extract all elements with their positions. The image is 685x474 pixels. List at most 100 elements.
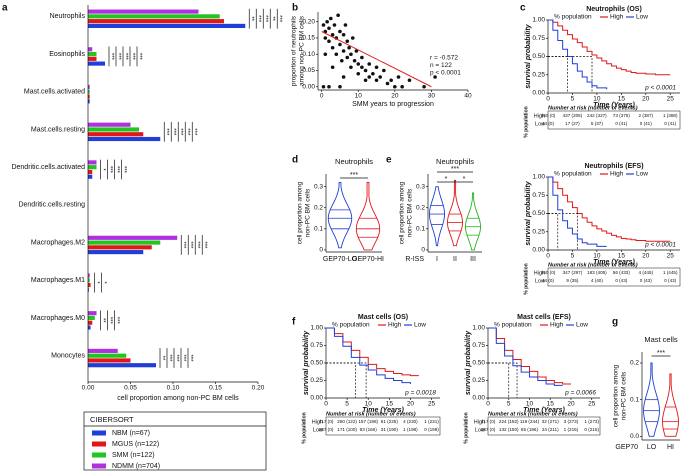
x-tick-label: 0: [324, 401, 328, 408]
risk-row-name: High: [474, 419, 485, 425]
violin: [662, 373, 679, 437]
median-line: [488, 362, 518, 398]
risk-cell: 0 (41): [664, 121, 676, 126]
risk-cell: 1 (273): [584, 419, 599, 424]
x-tick-label: 10: [593, 253, 601, 260]
scatter-point: [360, 55, 364, 60]
y-tick-label: 0.50: [532, 53, 545, 60]
scatter-point: [374, 65, 379, 70]
x-tick-label: GEP70-LO: [323, 256, 358, 263]
x-tick-label: 20: [642, 253, 650, 260]
scatter-point: [374, 78, 379, 83]
risk-table-frame: [547, 110, 681, 130]
x-tick-label: I: [436, 256, 438, 263]
category-label: Dendritic.cells.resting: [18, 202, 85, 209]
x-tick-label: 5: [571, 96, 575, 103]
y-tick-label: 1.00: [532, 17, 545, 24]
legend-title: % population: [554, 171, 592, 178]
risk-cell: 157 (198): [358, 419, 378, 424]
annotation: n = 122: [430, 62, 452, 69]
significance-label: ***: [163, 128, 169, 136]
x-tick-label: 0.00: [82, 385, 95, 392]
y-tick-label: 0.2: [416, 204, 425, 211]
risk-table-frame: [325, 416, 441, 436]
median-line: [548, 56, 568, 93]
significance-label: ***: [166, 354, 172, 362]
x-tick-label: III: [470, 256, 476, 263]
p-value: p < 0.0001: [644, 85, 676, 92]
x-tick-label: 0: [320, 93, 324, 100]
bar: [88, 9, 199, 14]
scatter-point: [422, 84, 426, 89]
y-tick-label: 0.05: [302, 67, 315, 74]
legend-title: CIBERSORT: [90, 415, 134, 424]
significance-label: ***: [173, 354, 179, 362]
bar: [88, 19, 224, 24]
scatter-point: [352, 58, 357, 63]
legend-swatch: [92, 441, 106, 447]
panel-letter: b: [292, 3, 298, 14]
risk-cell: 9 (35): [566, 278, 578, 283]
significance-label: ***: [108, 53, 114, 61]
scatter-point: [345, 39, 350, 44]
significance-label: *: [100, 281, 106, 284]
scatter-point: [327, 84, 331, 89]
category-label: Monocytes: [51, 352, 85, 359]
significance-label: ***: [120, 166, 126, 174]
risk-cell: 32 (271): [542, 419, 560, 424]
scatter-point: [363, 78, 368, 83]
x-tick-label: LO: [647, 444, 657, 451]
x-tick-label: GEP70-HI: [352, 256, 384, 263]
legend-label: MGUS (n=122): [112, 441, 159, 448]
violin: [447, 179, 463, 247]
scatter-point: [321, 23, 326, 27]
x-tick-label: 0.05: [124, 385, 137, 392]
significance-label: ***: [180, 241, 186, 249]
survival-curve: [488, 327, 571, 385]
significance-label: ***: [122, 53, 128, 61]
scatter-point: [349, 52, 353, 57]
violin: [464, 192, 482, 251]
scatter-point: [330, 45, 335, 50]
legend-title: % population: [332, 322, 370, 329]
risk-table-title: Number at risk (number of events): [548, 105, 638, 111]
significance-label: ***: [177, 128, 183, 136]
x-axis-label: Time (Years): [593, 259, 635, 266]
risk-row-name: Low: [535, 278, 545, 284]
bar: [88, 325, 91, 330]
scatter-point: [338, 84, 342, 89]
y-tick-label: 0.1: [416, 226, 425, 233]
bar: [88, 165, 97, 170]
risk-cell: 1 (445): [663, 270, 678, 275]
risk-cell: 0 (43): [640, 278, 652, 283]
risk-cell: 0 (41): [615, 121, 627, 126]
legend-label: Low: [636, 14, 648, 21]
y-tick-label: 1.00: [310, 325, 323, 332]
y-tick-label: 0.25: [532, 71, 545, 78]
x-axis-label: GEP70: [615, 444, 638, 451]
y-tick-label: 0.50: [472, 360, 485, 367]
p-value: p = 0.0066: [564, 390, 596, 397]
x-tick-label: 10: [365, 401, 373, 408]
x-tick-label: 0.20: [252, 385, 265, 392]
scatter-point: [360, 65, 364, 70]
scatter-point: [327, 39, 331, 44]
scatter-point: [433, 75, 437, 79]
x-tick-label: 0: [486, 401, 490, 408]
x-tick-label: 10: [526, 401, 534, 408]
legend-label: SMM (n=122): [112, 452, 155, 459]
scatter-point: [400, 84, 404, 89]
bar: [88, 235, 178, 240]
x-tick-label: 0: [546, 253, 550, 260]
y-axis-label: survival probability: [303, 330, 310, 395]
x-tick-label: 25: [588, 401, 596, 408]
significance-label: **: [248, 16, 254, 21]
significance-label: ***: [129, 53, 135, 61]
risk-table-label: % population: [523, 106, 529, 137]
risk-cell: 73 (375): [613, 113, 631, 118]
median-line: [548, 213, 559, 250]
bar: [88, 315, 95, 321]
significance-label: *: [99, 168, 105, 171]
scatter-point: [345, 55, 350, 60]
